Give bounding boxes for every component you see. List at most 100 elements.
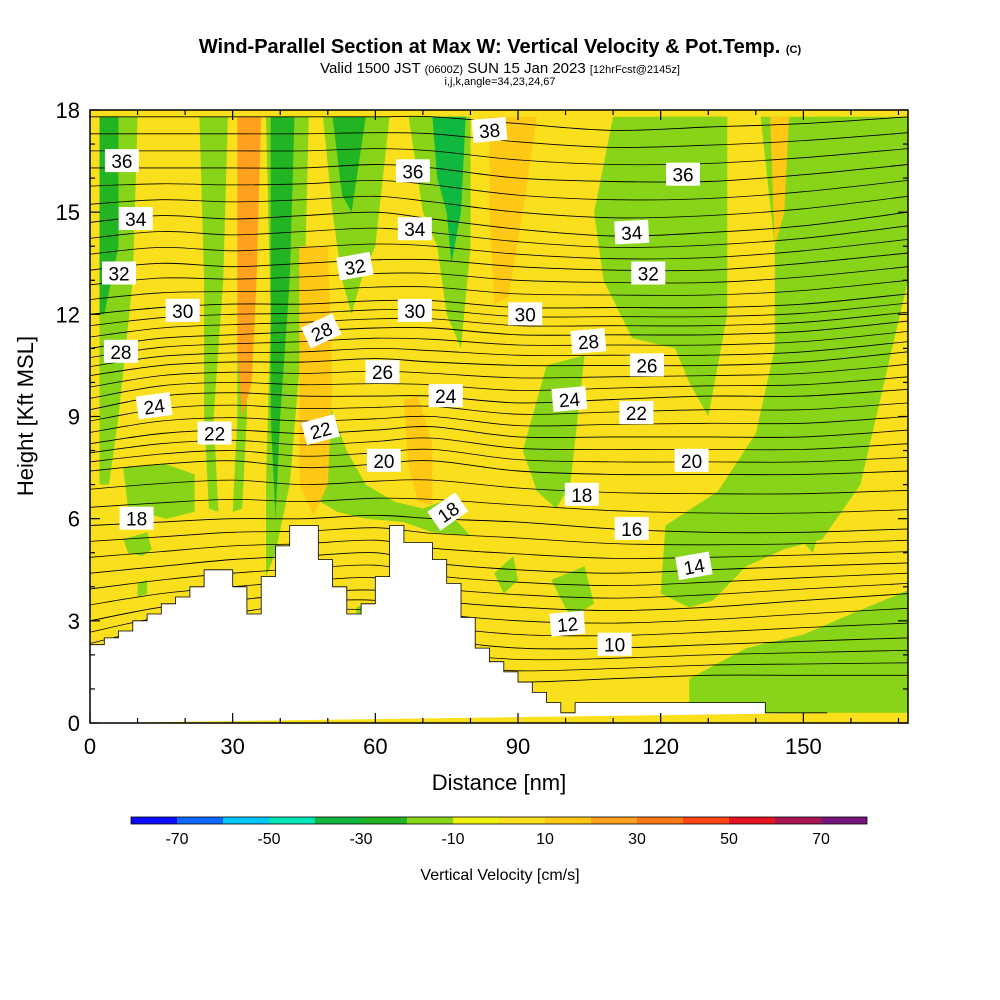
colorbar-swatch — [499, 817, 545, 824]
theta-contour-minor — [90, 132, 908, 148]
contour-label-30: 30 — [165, 298, 200, 323]
contour-label-box — [508, 302, 543, 326]
contour-label-28: 28 — [301, 313, 342, 349]
colorbar-tick-label: -50 — [257, 831, 280, 848]
subtitle-utc: (0600Z) — [424, 64, 464, 76]
contour-label-box — [597, 632, 632, 656]
theta-contour-minor — [90, 448, 908, 463]
contour-label-text: 20 — [373, 452, 394, 473]
colorbar-tick-label: -70 — [165, 831, 188, 848]
velocity-region-2 — [199, 116, 228, 512]
velocity-region-29 — [770, 116, 790, 247]
contour-label-24: 24 — [551, 386, 588, 413]
theta-contour-30 — [90, 293, 908, 315]
theta-contour-28 — [90, 320, 908, 349]
velocity-region-21 — [803, 116, 842, 553]
colorbar-tick-label: 50 — [720, 831, 738, 848]
theta-contour-minor — [90, 266, 908, 286]
velocity-region-27 — [403, 396, 433, 505]
velocity-region-22 — [689, 590, 908, 713]
contour-label-text: 30 — [172, 302, 193, 323]
contour-label-box — [366, 448, 401, 472]
colorbar-swatch — [315, 817, 361, 824]
contour-label-text: 32 — [343, 256, 367, 280]
colorbar-tick-label: -30 — [349, 831, 372, 848]
contour-label-22: 22 — [197, 421, 232, 446]
terrain-mask — [90, 525, 828, 723]
theta-contour-minor — [90, 363, 908, 388]
contour-label-34: 34 — [118, 207, 153, 231]
contour-label-24: 24 — [135, 392, 173, 420]
contour-label-32: 32 — [336, 251, 374, 281]
y-tick-label: 9 — [68, 405, 80, 430]
contour-label-text: 34 — [621, 223, 644, 245]
y-axis-label: Height [Kft MSL] — [13, 336, 38, 496]
x-axis-label: Distance [nm] — [432, 770, 567, 795]
contour-label-box — [301, 414, 340, 446]
contour-label-text: 22 — [204, 425, 225, 446]
y-tick-label: 18 — [56, 98, 80, 123]
contour-label-box — [570, 328, 607, 355]
contour-label-32: 32 — [102, 261, 136, 286]
x-tick-label: 150 — [785, 734, 822, 759]
colorbar-swatch — [269, 817, 315, 824]
theta-contour-26 — [90, 351, 908, 377]
x-tick-label: 30 — [220, 734, 244, 759]
contour-label-36: 36 — [395, 159, 430, 183]
y-tick-label: 0 — [68, 711, 80, 736]
contour-label-box — [165, 298, 200, 322]
contour-label-box — [102, 261, 136, 285]
theta-contour-minor — [90, 341, 908, 367]
contour-label-text: 26 — [636, 356, 657, 377]
contour-label-text: 16 — [621, 520, 642, 541]
contour-label-20: 20 — [674, 448, 709, 473]
contour-label-28: 28 — [103, 339, 138, 364]
contour-label-box — [118, 207, 153, 230]
contour-label-text: 24 — [558, 390, 581, 413]
colorbar-swatch — [361, 817, 407, 824]
contour-label-text: 18 — [126, 510, 147, 531]
theta-contour-34 — [90, 211, 908, 237]
colorbar-tick-label: -10 — [441, 831, 464, 848]
contour-label-box — [564, 482, 599, 506]
contour-label-32: 32 — [631, 261, 666, 286]
velocity-region-7 — [332, 116, 366, 213]
contour-label-text: 24 — [142, 396, 166, 420]
colorbar-swatch — [591, 817, 637, 824]
chart-title-text: Wind-Parallel Section at Max W: Vertical… — [198, 36, 781, 58]
contour-label-text: 32 — [108, 265, 129, 286]
contour-label-box — [631, 261, 666, 285]
velocity-region-23 — [727, 116, 756, 417]
theta-contour-minor — [90, 148, 908, 166]
contour-label-34: 34 — [397, 217, 432, 241]
chart-subtitle: Valid 1500 JST (0600Z) SUN 15 Jan 2023 [… — [0, 60, 1000, 77]
contour-label-box — [674, 448, 709, 472]
contour-label-box — [336, 251, 374, 281]
velocity-region-28 — [489, 116, 537, 305]
chart-title-unit: (C) — [785, 44, 802, 56]
contour-label-box — [428, 384, 463, 408]
colorbar-swatch — [223, 817, 269, 824]
theta-contour-minor — [90, 527, 908, 546]
contour-label-30: 30 — [397, 298, 432, 323]
contour-label-box — [104, 149, 139, 173]
theta-contour-minor — [90, 239, 908, 260]
theta-contour-minor — [90, 331, 908, 358]
y-tick-label: 15 — [56, 200, 80, 225]
contour-label-26: 26 — [629, 353, 664, 377]
theta-contour-minor — [90, 311, 908, 338]
colorbar-label: Vertical Velocity [cm/s] — [420, 867, 579, 884]
contour-label-30: 30 — [508, 302, 543, 326]
velocity-region-13 — [137, 580, 148, 597]
contour-label-box — [119, 506, 154, 530]
colorbar-swatch — [407, 817, 453, 824]
contour-label-24: 24 — [428, 384, 463, 408]
colorbar-swatch — [637, 817, 683, 824]
theta-contour-minor — [90, 195, 908, 219]
contour-label-22: 22 — [619, 401, 654, 425]
contour-label-36: 36 — [104, 149, 139, 173]
contour-label-16: 16 — [614, 516, 649, 541]
contour-label-text: 32 — [638, 265, 659, 286]
x-tick-label: 90 — [506, 734, 530, 759]
theta-contour-20 — [90, 460, 908, 476]
